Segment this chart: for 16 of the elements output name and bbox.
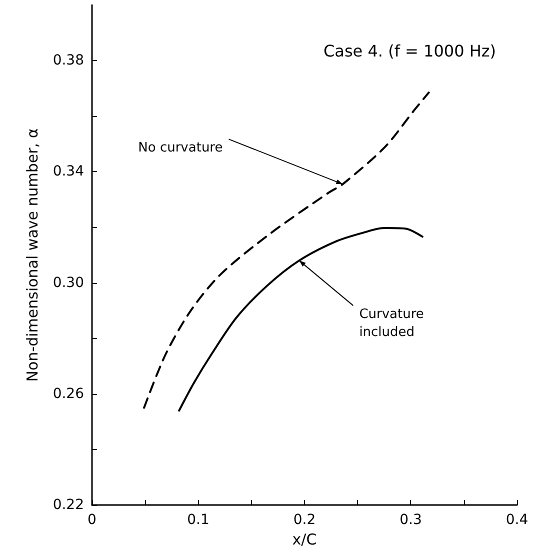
x-tick-label: 0: [88, 512, 96, 528]
text: Case 4. (f = 1000 Hz): [323, 42, 496, 60]
annotation: No curvature: [138, 140, 223, 156]
y-tick-label: 0.22: [52, 497, 84, 513]
line-series: [178, 227, 424, 412]
x-axis-title: x/C: [292, 530, 317, 548]
y-axis-title: Non-dimensional wave number, α: [24, 128, 42, 382]
y-tick-label: 0.38: [52, 52, 84, 69]
x-tick-label: 0.1: [187, 512, 210, 528]
x-tick-label: 0.2: [293, 512, 316, 528]
y-tick-label: 0.34: [52, 164, 84, 180]
x-tick-label: 0.4: [506, 512, 528, 528]
y-tick-label: 0.26: [52, 386, 84, 402]
annotation: Curvature included: [359, 307, 424, 340]
y-tick-label: 0.30: [52, 274, 84, 291]
x-tick-label: 0.3: [400, 512, 422, 528]
